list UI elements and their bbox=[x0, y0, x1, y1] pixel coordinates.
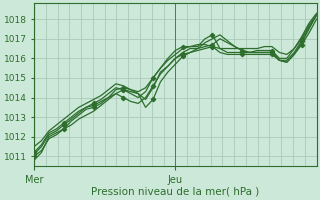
X-axis label: Pression niveau de la mer( hPa ): Pression niveau de la mer( hPa ) bbox=[91, 187, 260, 197]
